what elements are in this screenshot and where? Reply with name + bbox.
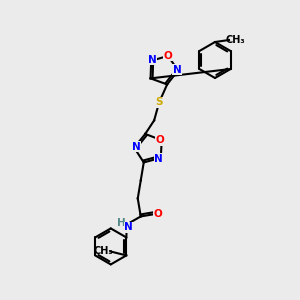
Text: N: N [154, 154, 163, 164]
Text: N: N [132, 142, 140, 152]
Text: CH₃: CH₃ [225, 35, 245, 45]
Text: O: O [153, 209, 162, 219]
Text: S: S [155, 98, 163, 107]
Text: N: N [148, 55, 157, 65]
Text: O: O [164, 51, 172, 61]
Text: O: O [155, 135, 164, 145]
Text: N: N [172, 64, 182, 74]
Text: CH₃: CH₃ [94, 246, 113, 256]
Text: H: H [117, 218, 126, 228]
Text: N: N [124, 222, 133, 233]
